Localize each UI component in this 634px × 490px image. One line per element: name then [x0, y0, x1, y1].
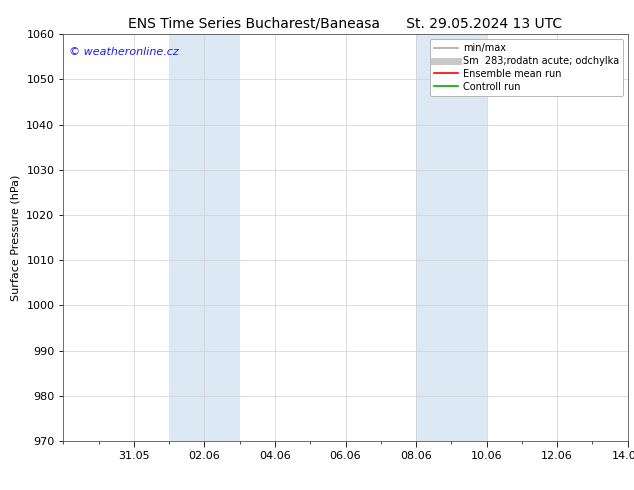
Text: © weatheronline.cz: © weatheronline.cz [69, 47, 179, 56]
Bar [416, 34, 487, 441]
Bar [169, 34, 240, 441]
Legend: min/max, Sm  283;rodatn acute; odchylka, Ensemble mean run, Controll run: min/max, Sm 283;rodatn acute; odchylka, … [430, 39, 623, 96]
Y-axis label: Surface Pressure (hPa): Surface Pressure (hPa) [11, 174, 21, 301]
Title: ENS Time Series Bucharest/Baneasa      St. 29.05.2024 13 UTC: ENS Time Series Bucharest/Baneasa St. 29… [129, 16, 562, 30]
